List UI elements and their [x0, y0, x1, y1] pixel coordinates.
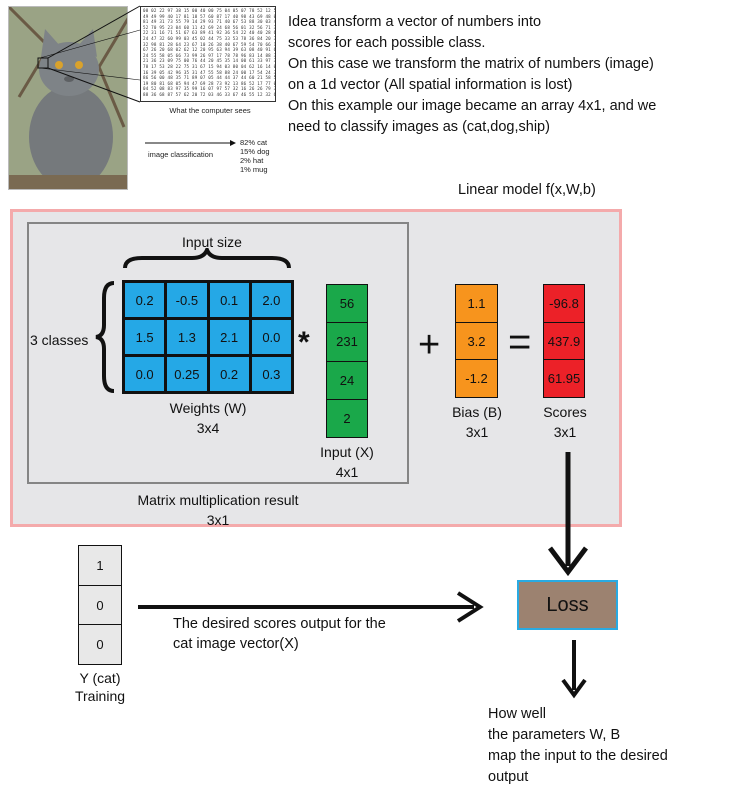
- description-line: on a 1d vector (All spatial information …: [288, 77, 573, 93]
- loss-desc-line: map the input to the desired: [488, 748, 668, 764]
- pixel-value-grid: 08 02 22 97 38 15 00 40 00 75 04 05 07 7…: [140, 6, 276, 102]
- weight-cell: 0.2: [125, 283, 165, 317]
- loss-label: Loss: [546, 593, 589, 616]
- loss-desc-line: How well: [488, 706, 547, 722]
- scores-to-loss-arrowhead: [548, 546, 588, 577]
- prediction-item: 2% hat: [240, 156, 264, 165]
- target-vector: 1 0 0: [78, 545, 122, 665]
- loss-desc-line: the parameters W, B: [488, 727, 621, 743]
- input-cell: 2: [327, 399, 367, 437]
- input-cell: 56: [327, 285, 367, 324]
- target-cell: 0: [79, 625, 121, 665]
- weight-cell: 0.3: [251, 357, 291, 391]
- target-label: Y (cat): [79, 670, 121, 686]
- weight-cell: 2.0: [251, 283, 291, 317]
- description-line: need to classify images as (cat,dog,ship…: [288, 119, 550, 135]
- cat-illustration: [9, 7, 127, 189]
- bias-dims: 3x1: [465, 424, 489, 440]
- plus-symbol: +: [418, 324, 441, 366]
- loss-down-arrowhead: [561, 678, 587, 699]
- target-sublabel: Training: [74, 688, 126, 704]
- weights-label: Weights (W): [169, 400, 247, 416]
- description-line: On this case we transform the matrix of …: [288, 56, 654, 72]
- target-to-loss-arrowhead: [456, 591, 484, 623]
- bias-vector: 1.1 3.2 -1.2: [455, 284, 498, 398]
- input-vector: 56 231 24 2: [326, 284, 368, 438]
- bias-cell: -1.2: [456, 360, 497, 398]
- input-dims: 4x1: [335, 464, 359, 480]
- bias-label: Bias (B): [452, 404, 502, 420]
- description-line: On this example our image became an arra…: [288, 98, 657, 114]
- matmul-frame: [27, 222, 409, 484]
- bias-cell: 3.2: [456, 322, 497, 361]
- scores-dims: 3x1: [553, 424, 577, 440]
- loss-description: How well the parameters W, B map the inp…: [488, 704, 668, 788]
- input-label: Input (X): [320, 444, 374, 460]
- computer-sees-caption: What the computer sees: [169, 106, 251, 115]
- loss-desc-line: output: [488, 769, 529, 785]
- desired-line: cat image vector(X): [173, 636, 299, 652]
- desired-scores-text: The desired scores output for the cat im…: [173, 614, 386, 654]
- description-text: Idea transform a vector of numbers into …: [288, 12, 738, 138]
- scores-label: Scores: [543, 404, 587, 420]
- target-cell: 0: [79, 585, 121, 626]
- description-line: scores for each possible class.: [288, 35, 486, 51]
- scores-vector: -96.8 437.9 61.95: [543, 284, 585, 398]
- bias-cell: 1.1: [456, 285, 497, 323]
- weight-cell: 1.3: [167, 320, 207, 354]
- multiply-symbol: *: [298, 326, 310, 359]
- score-cell: 437.9: [544, 322, 584, 361]
- matmul-result-dims: 3x1: [206, 512, 230, 528]
- weight-cell: 2.1: [209, 320, 249, 354]
- prediction-item: 15% dog: [240, 147, 270, 156]
- weight-cell: -0.5: [167, 283, 207, 317]
- weights-dims: 3x4: [196, 420, 220, 436]
- equals-symbol: =: [508, 320, 532, 364]
- score-cell: -96.8: [544, 285, 584, 323]
- weight-cell: 0.0: [251, 320, 291, 354]
- classes-brace: [95, 281, 115, 393]
- zoom-lines: [37, 5, 236, 146]
- target-cell: 1: [79, 546, 121, 586]
- weight-cell: 0.0: [125, 357, 165, 391]
- prediction-list: 82% cat 15% dog 2% hat 1% mug: [240, 138, 270, 174]
- prediction-item: 82% cat: [240, 138, 268, 147]
- input-size-brace: [123, 248, 291, 269]
- description-line: Idea transform a vector of numbers into: [288, 14, 542, 30]
- desired-line: The desired scores output for the: [173, 616, 386, 632]
- weight-cell: 0.1: [209, 283, 249, 317]
- weight-cell: 0.2: [209, 357, 249, 391]
- loss-box: Loss: [517, 580, 618, 630]
- weights-matrix: 0.2 -0.5 0.1 2.0 1.5 1.3 2.1 0.0 0.0 0.2…: [122, 280, 294, 394]
- weight-cell: 0.25: [167, 357, 207, 391]
- score-cell: 61.95: [544, 360, 584, 398]
- linear-model-panel: [10, 209, 622, 527]
- image-classification-label: image classification: [148, 150, 214, 159]
- input-size-label: Input size: [182, 234, 242, 250]
- classes-label: 3 classes: [30, 332, 89, 348]
- matmul-result-label: Matrix multiplication result: [137, 492, 299, 508]
- model-title: Linear model f(x,W,b): [458, 182, 596, 198]
- input-cell: 231: [327, 323, 367, 362]
- input-cell: 24: [327, 361, 367, 400]
- prediction-item: 1% mug: [240, 165, 268, 174]
- weight-cell: 1.5: [125, 320, 165, 354]
- cat-photo: [8, 6, 128, 190]
